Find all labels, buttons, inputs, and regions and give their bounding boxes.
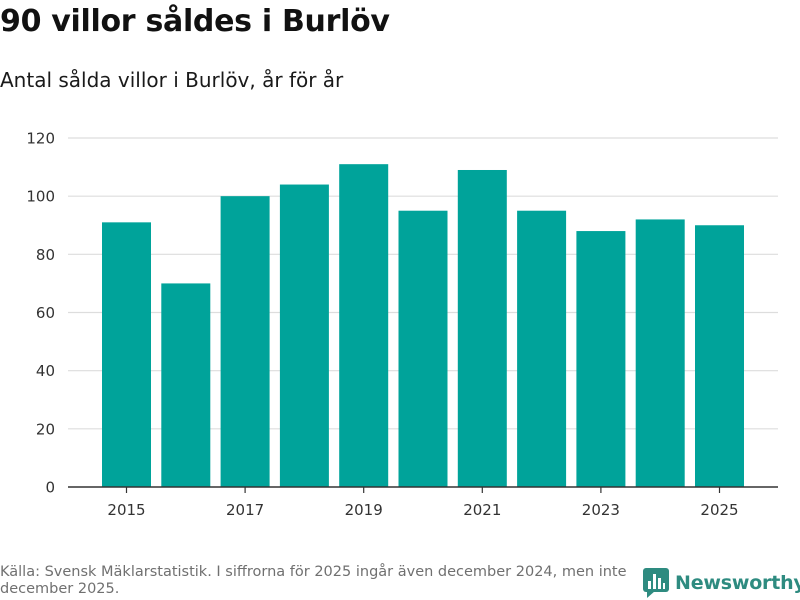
chart-subtitle: Antal sålda villor i Burlöv, år för år	[0, 68, 344, 92]
bar-2016[interactable]	[161, 283, 211, 487]
y-tick-label: 100	[26, 188, 55, 206]
x-tick-label: 2021	[463, 501, 501, 519]
x-tick-label: 2017	[226, 501, 264, 519]
bar-2015[interactable]	[102, 222, 151, 487]
bar-2025[interactable]	[695, 225, 744, 487]
y-tick-label: 20	[36, 420, 55, 438]
y-tick-label: 80	[36, 246, 55, 264]
bar-2022[interactable]	[517, 210, 567, 488]
x-tick-label: 2023	[582, 501, 620, 519]
y-tick-label: 60	[36, 304, 55, 322]
bars	[102, 164, 744, 488]
bar-2024[interactable]	[635, 219, 685, 487]
axes: 0 20 40 60 80 100 120 2015 2017 2019 2021 2023 2025	[26, 130, 778, 519]
x-tick-label: 2019	[345, 501, 383, 519]
bar-chart-bubble-icon	[643, 568, 669, 598]
source-note: Källa: Svensk Mäklarstatistik. I siffror…	[0, 564, 627, 597]
bar-2018[interactable]	[279, 184, 329, 488]
x-tick-label: 2015	[107, 501, 145, 519]
bar-2020[interactable]	[398, 210, 448, 488]
newsworthy-logo[interactable]: Newsworthy	[643, 568, 800, 598]
bar-2019[interactable]	[339, 164, 389, 488]
bar-2021[interactable]	[457, 169, 507, 487]
bar-2023[interactable]	[576, 231, 626, 487]
y-tick-label: 120	[26, 130, 55, 148]
bar-2017[interactable]	[220, 196, 270, 487]
x-tick-label: 2025	[700, 501, 738, 519]
brand-name: Newsworthy	[675, 572, 800, 594]
y-tick-label: 0	[45, 479, 55, 497]
y-tick-label: 40	[36, 362, 55, 380]
bar-chart: 0 20 40 60 80 100 120 2015 2017 2019 2021 2023 2025	[26, 130, 778, 519]
chart-title: 90 villor såldes i Burlöv	[0, 4, 390, 39]
